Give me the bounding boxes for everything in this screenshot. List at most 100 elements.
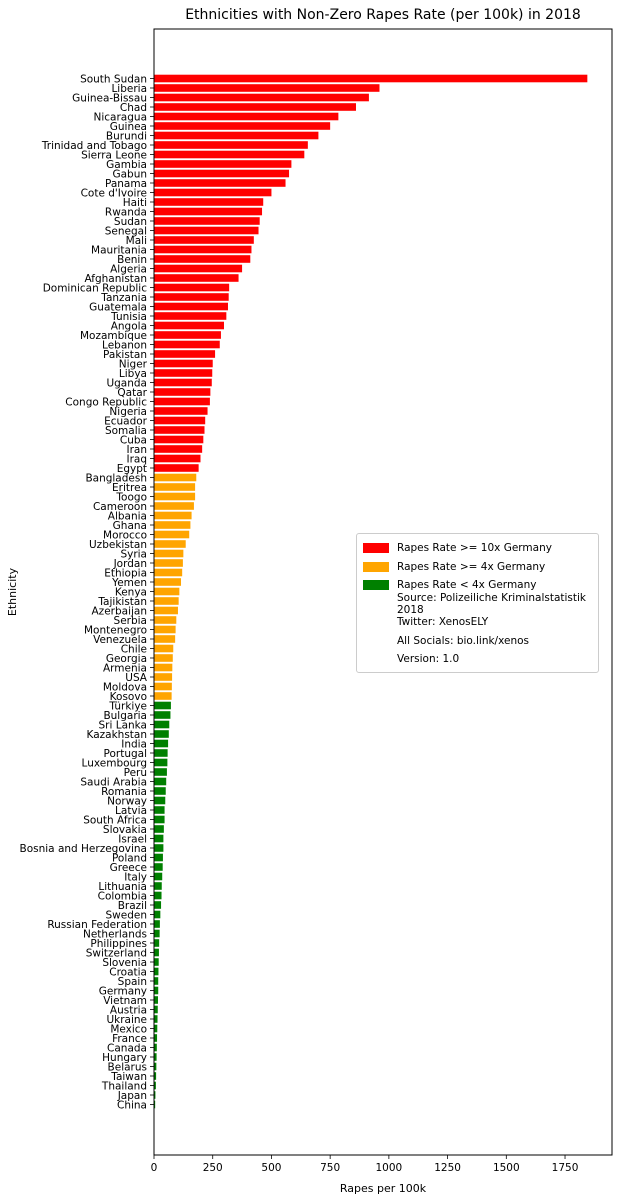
- y-tick-label: Jordan: [113, 558, 147, 570]
- y-tick-label: Spain: [118, 976, 147, 988]
- bar: [154, 274, 239, 282]
- y-axis-label: Ethnicity: [6, 567, 19, 616]
- bar: [154, 112, 339, 121]
- bar: [154, 369, 213, 377]
- bar: [154, 103, 356, 111]
- bar: [154, 530, 190, 539]
- bar: [154, 635, 176, 643]
- y-tick-label: Venezuela: [93, 634, 147, 646]
- y-tick-label: Afghanistan: [84, 273, 147, 285]
- bar: [154, 84, 380, 92]
- bar: [154, 217, 260, 225]
- y-tick-label: Peru: [124, 767, 147, 779]
- bar: [154, 768, 167, 776]
- bar: [154, 302, 228, 311]
- y-tick-label: Slovakia: [103, 824, 147, 836]
- bar: [154, 977, 159, 985]
- bar: [154, 236, 254, 244]
- legend-version: Version: 1.0: [397, 653, 460, 666]
- y-tick-label: Eritrea: [112, 482, 147, 494]
- y-tick-label: Guatemala: [89, 301, 147, 313]
- bar: [154, 1062, 157, 1071]
- y-tick-label: Cameroon: [93, 501, 147, 513]
- y-tick-label: USA: [125, 672, 148, 684]
- y-tick-label: Bangladesh: [85, 472, 147, 484]
- bar: [154, 549, 184, 558]
- bar: [154, 188, 272, 197]
- y-tick-label: China: [117, 1099, 147, 1111]
- x-tick-label: 0: [151, 1162, 158, 1174]
- bar: [154, 901, 162, 909]
- y-tick-label: Tunisia: [110, 311, 147, 323]
- bar: [154, 483, 196, 491]
- y-tick-label: Sierra Leone: [81, 149, 147, 161]
- legend-item: Rapes Rate < 4x Germany: [363, 576, 592, 595]
- y-tick-label: Guinea: [110, 121, 147, 133]
- y-tick-label: Germany: [99, 985, 147, 997]
- bar: [154, 1100, 156, 1109]
- y-tick-label: Ecuador: [104, 415, 148, 427]
- bar: [154, 749, 168, 757]
- y-tick-label: Burundi: [106, 130, 147, 142]
- bar: [154, 825, 164, 833]
- bar: [154, 1053, 157, 1061]
- y-tick-label: Guinea-Bissau: [72, 92, 147, 104]
- bar: [154, 616, 177, 624]
- bar: [154, 730, 169, 738]
- bar: [154, 1072, 157, 1080]
- bar: [154, 701, 171, 710]
- y-tick-label: Angola: [111, 320, 147, 332]
- bar: [154, 910, 161, 919]
- bar: [154, 141, 308, 149]
- bar: [154, 255, 251, 263]
- y-tick-label: Thailand: [101, 1080, 147, 1092]
- y-tick-label: Tajikistan: [97, 596, 147, 608]
- legend-swatch-low: [363, 580, 389, 591]
- y-tick-label: Sweden: [106, 909, 148, 921]
- y-tick-label: Dominican Republic: [43, 282, 148, 294]
- bar: [154, 445, 203, 453]
- y-tick-label: Lithuania: [98, 881, 147, 893]
- y-tick-label: Trinidad and Tobago: [41, 140, 147, 152]
- bar: [154, 331, 221, 339]
- y-tick-label: Ghana: [113, 520, 147, 532]
- y-tick-label: Albania: [108, 510, 147, 522]
- y-tick-label: France: [112, 1033, 147, 1045]
- y-tick-label: Yemen: [111, 577, 147, 589]
- bar: [154, 663, 173, 672]
- y-tick-label: Poland: [112, 852, 147, 864]
- bar: [154, 226, 259, 235]
- y-tick-label: Sudan: [114, 216, 147, 228]
- y-tick-label: Colombia: [98, 890, 147, 902]
- bar: [154, 891, 162, 900]
- y-tick-label: Ethiopia: [104, 567, 147, 579]
- bar: [154, 996, 158, 1004]
- y-tick-label: Türkiye: [108, 700, 147, 712]
- y-tick-label: Austria: [110, 1004, 147, 1016]
- x-tick-label: 750: [320, 1162, 340, 1174]
- y-tick-label: Israel: [118, 833, 147, 845]
- bar: [154, 321, 224, 330]
- y-tick-label: Uzbekistan: [89, 539, 147, 551]
- x-tick-label: 500: [261, 1162, 281, 1174]
- bar: [154, 967, 159, 976]
- y-tick-label: Brazil: [118, 900, 147, 912]
- bar: [154, 435, 204, 444]
- chart-legend: Rapes Rate >= 10x Germany Rapes Rate >= …: [356, 533, 599, 673]
- bar: [154, 606, 178, 615]
- x-tick-label: 1500: [493, 1162, 520, 1174]
- y-tick-label: Belarus: [108, 1061, 147, 1073]
- legend-socials: All Socials: bio.link/xenos: [397, 634, 529, 647]
- y-tick-label: Italy: [124, 871, 147, 883]
- y-tick-label: Egypt: [117, 463, 147, 475]
- legend-source: Source: Polizeiliche Kriminalstatistik 2…: [397, 591, 587, 616]
- bar: [154, 625, 176, 634]
- legend-item: Rapes Rate >= 10x Germany: [363, 539, 592, 558]
- y-tick-label: Armenia: [103, 662, 147, 674]
- bar: [154, 454, 201, 463]
- bar: [154, 388, 211, 396]
- y-tick-label: Kenya: [115, 586, 147, 598]
- y-tick-label: Chile: [121, 643, 147, 655]
- bar: [154, 587, 180, 596]
- y-tick-label: Senegal: [105, 225, 147, 237]
